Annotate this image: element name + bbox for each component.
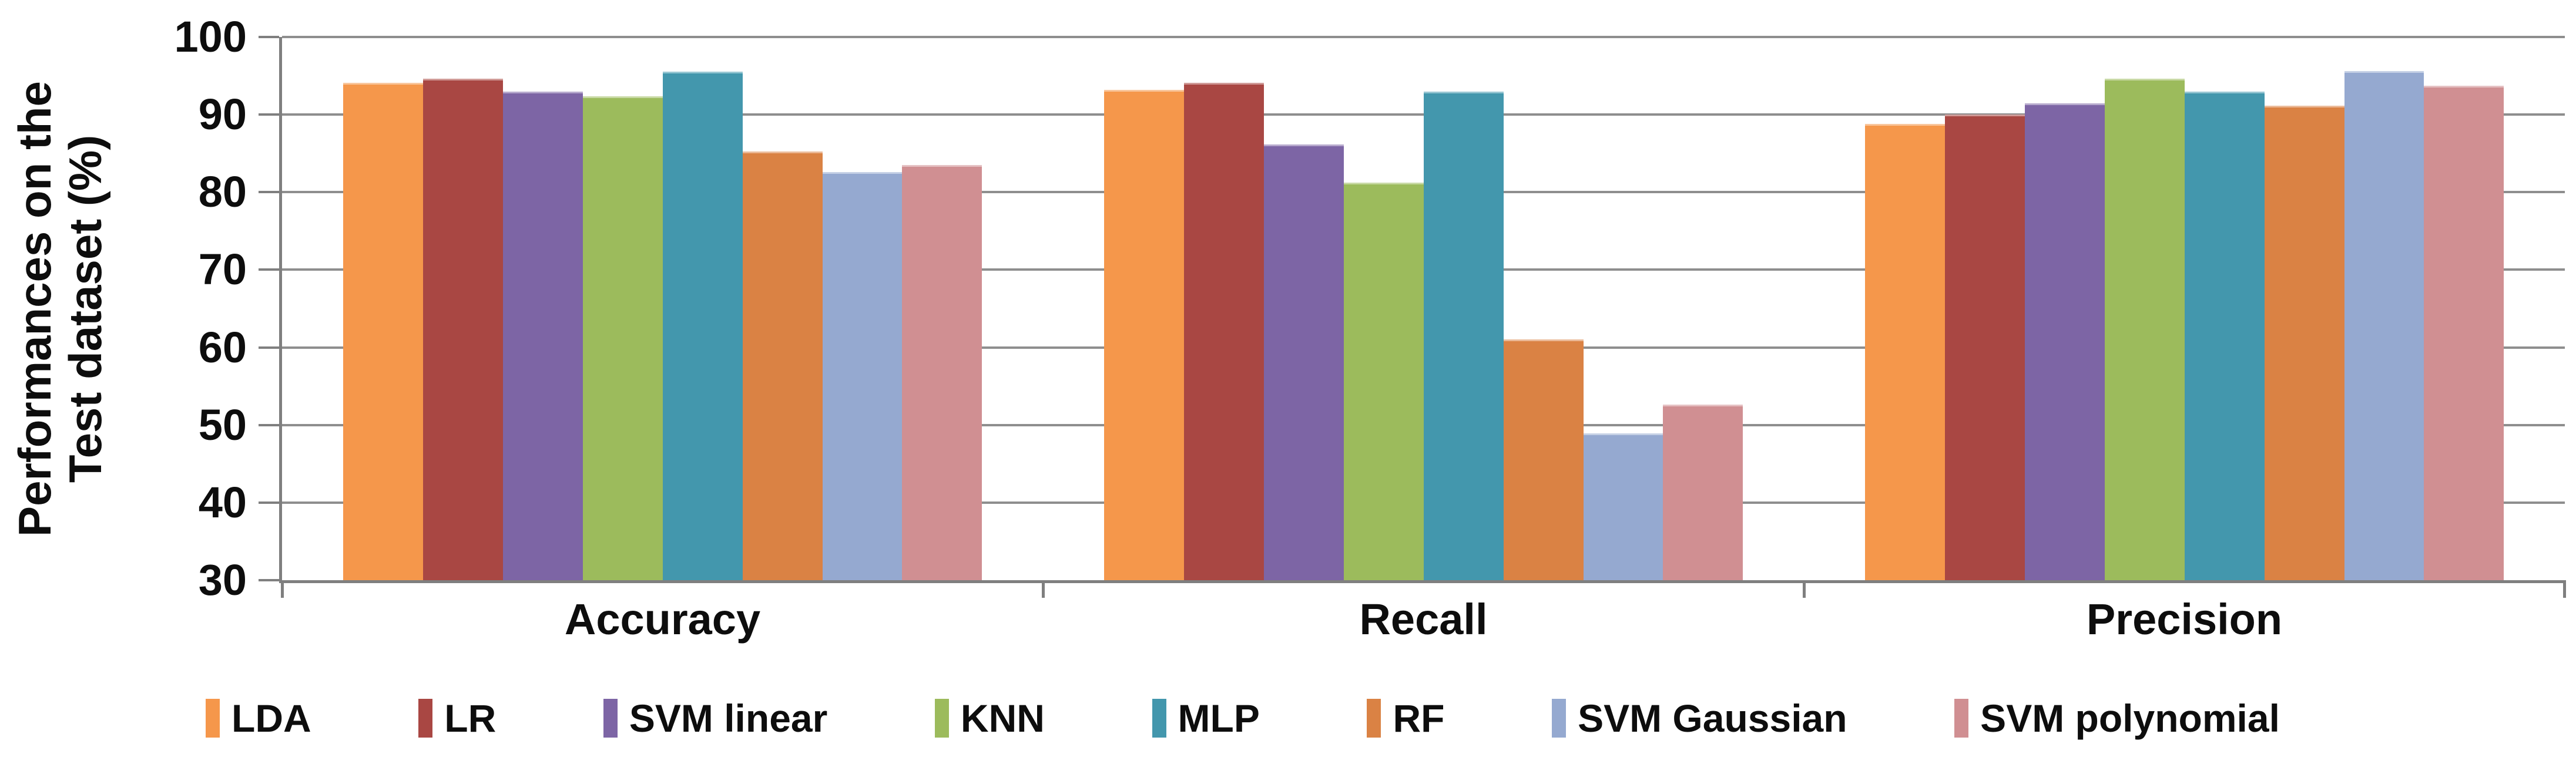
bar-group-precision — [1804, 37, 2565, 580]
x-tick-mark-end — [2563, 580, 2566, 598]
legend-swatch-lr — [418, 699, 433, 738]
bars-recall — [1103, 37, 1743, 580]
bar-svm-polynomial-accuracy — [902, 164, 982, 580]
y-tick-label-80: 80 — [198, 167, 247, 217]
legend-label-mlp: MLP — [1178, 696, 1260, 740]
bar-svm-gaussian-precision — [2344, 70, 2424, 580]
y-tick-label-50: 50 — [198, 400, 247, 449]
bar-knn-accuracy — [582, 96, 663, 580]
y-axis-title-line2: Test dataset (%) — [59, 134, 111, 483]
y-tick-label-40: 40 — [198, 477, 247, 527]
y-axis-title-line1: Performances on the — [9, 80, 61, 537]
legend-label-knn: KNN — [960, 696, 1045, 740]
bar-lr-recall — [1183, 82, 1264, 580]
legend-label-svm-linear: SVM linear — [629, 696, 828, 740]
bar-knn-recall — [1343, 183, 1424, 580]
legend-label-lr: LR — [444, 696, 497, 740]
y-tick-label-70: 70 — [198, 245, 247, 294]
legend-item-svm-linear: SVM linear — [603, 696, 827, 741]
bar-rf-accuracy — [742, 152, 823, 580]
bar-lr-accuracy — [422, 79, 503, 580]
legend-swatch-knn — [934, 699, 949, 738]
category-label-accuracy: Accuracy — [564, 595, 761, 644]
category-label-precision: Precision — [2086, 595, 2283, 644]
legend-item-rf: RF — [1367, 696, 1444, 741]
y-tick-label-90: 90 — [198, 90, 247, 139]
y-tick-label-60: 60 — [198, 322, 247, 372]
y-tick-mark-100 — [259, 36, 279, 38]
legend-item-lr: LR — [418, 696, 496, 741]
bar-svm-polynomial-precision — [2424, 85, 2504, 580]
bar-svm-polynomial-recall — [1663, 405, 1743, 580]
bar-svm-linear-accuracy — [502, 92, 583, 580]
bar-mlp-accuracy — [662, 72, 743, 580]
legend-swatch-svm-gaussian — [1552, 699, 1567, 738]
bar-mlp-precision — [2184, 92, 2265, 580]
bar-lr-precision — [1944, 114, 2025, 580]
legend-label-svm-gaussian: SVM Gaussian — [1578, 696, 1847, 740]
bar-rf-precision — [2264, 106, 2344, 580]
gridline-100 — [282, 36, 2565, 38]
bar-svm-linear-recall — [1263, 144, 1344, 580]
legend-label-rf: RF — [1393, 696, 1445, 740]
bar-lda-recall — [1103, 89, 1184, 580]
y-tick-mark-60 — [259, 346, 279, 349]
category-label-recall: Recall — [1359, 595, 1488, 644]
bar-svm-gaussian-recall — [1583, 433, 1663, 580]
legend-item-svm-polynomial: SVM polynomial — [1954, 696, 2280, 741]
y-tick-mark-80 — [259, 191, 279, 194]
bars-accuracy — [343, 37, 982, 580]
bar-svm-gaussian-accuracy — [822, 171, 903, 580]
bar-mlp-recall — [1423, 92, 1504, 580]
legend-swatch-mlp — [1152, 699, 1166, 738]
legend-swatch-svm-polynomial — [1954, 699, 1969, 738]
x-tick-mark-0 — [281, 580, 284, 598]
legend-label-svm-polynomial: SVM polynomial — [1980, 696, 2280, 740]
bar-svm-linear-precision — [2024, 103, 2105, 580]
y-tick-label-30: 30 — [198, 556, 247, 604]
legend-swatch-lda — [206, 699, 220, 738]
y-tick-mark-40 — [259, 501, 279, 504]
legend-label-lda: LDA — [232, 696, 311, 740]
legend-swatch-rf — [1367, 699, 1381, 738]
y-tick-mark-70 — [259, 268, 279, 271]
legend-item-mlp: MLP — [1152, 696, 1260, 741]
x-tick-mark-1 — [1042, 580, 1045, 598]
legend-item-svm-gaussian: SVM Gaussian — [1552, 696, 1847, 741]
y-tick-mark-30 — [259, 579, 279, 581]
bar-group-accuracy — [282, 37, 1043, 580]
legend: LDA LR SVM linear KNN MLP RF SVM Gaussian SVM p… — [206, 686, 2280, 750]
bar-lda-accuracy — [343, 82, 423, 580]
y-tick-mark-50 — [259, 423, 279, 426]
gridline-90 — [282, 113, 2565, 116]
bars-precision — [1864, 37, 2504, 580]
plot-area — [259, 36, 2566, 598]
legend-item-lda: LDA — [206, 696, 311, 741]
y-tick-mark-90 — [259, 113, 279, 116]
legend-item-knn: KNN — [934, 696, 1045, 741]
bar-knn-precision — [2104, 79, 2185, 580]
legend-swatch-svm-linear — [603, 699, 618, 738]
bar-group-recall — [1043, 37, 1804, 580]
bar-lda-precision — [1864, 123, 1945, 580]
bar-rf-recall — [1503, 339, 1584, 580]
x-tick-mark-2 — [1803, 580, 1806, 598]
y-tick-label-100: 100 — [174, 12, 247, 61]
